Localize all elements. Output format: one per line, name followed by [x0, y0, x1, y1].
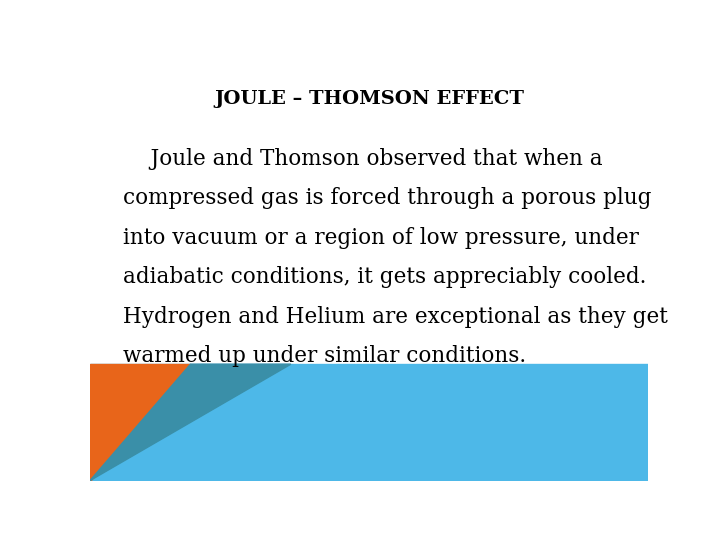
Text: compressed gas is forced through a porous plug: compressed gas is forced through a porou…	[124, 187, 652, 210]
Text: adiabatic conditions, it gets appreciably cooled.: adiabatic conditions, it gets appreciabl…	[124, 266, 647, 288]
Polygon shape	[90, 364, 291, 481]
Text: Hydrogen and Helium are exceptional as they get: Hydrogen and Helium are exceptional as t…	[124, 306, 668, 328]
Text: into vacuum or a region of low pressure, under: into vacuum or a region of low pressure,…	[124, 227, 639, 249]
Text: Joule and Thomson observed that when a: Joule and Thomson observed that when a	[124, 148, 603, 170]
Text: warmed up under similar conditions.: warmed up under similar conditions.	[124, 346, 526, 367]
Text: JOULE – THOMSON EFFECT: JOULE – THOMSON EFFECT	[214, 90, 524, 108]
Polygon shape	[90, 364, 648, 481]
Polygon shape	[90, 364, 190, 481]
